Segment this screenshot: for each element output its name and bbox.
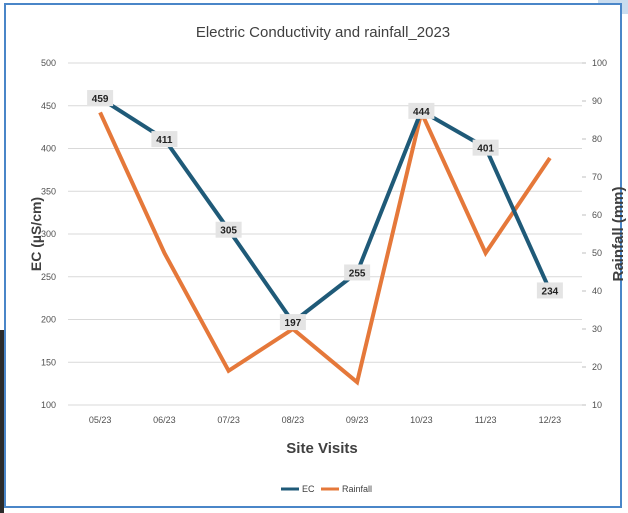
data-label-ec: 234	[536, 282, 563, 299]
y-left-tick-label: 300	[41, 229, 56, 239]
y-right-tick-label: 60	[592, 210, 602, 220]
data-label-ec: 459	[87, 90, 114, 107]
y-left-tick-label: 200	[41, 315, 56, 325]
data-label-text: 444	[413, 107, 430, 118]
data-label-bg	[472, 139, 499, 156]
data-label-ec: 401	[472, 139, 499, 156]
data-label-bg	[87, 90, 114, 107]
y-left-tick-label: 100	[41, 400, 56, 410]
x-tick-label: 09/23	[346, 415, 369, 425]
data-label-text: 401	[477, 144, 494, 155]
data-label-ec: 444	[408, 102, 435, 119]
y-left-tick-label: 250	[41, 272, 56, 282]
x-tick-label: 06/23	[153, 415, 176, 425]
data-labels: 459 411 305 197 255 444 401 234	[87, 90, 563, 331]
data-label-bg	[344, 264, 371, 281]
x-tick-label: 12/23	[539, 415, 562, 425]
left-axis-ticks: 100 150 200 250 300 350 400 450 500	[41, 58, 56, 410]
y-right-tick-label: 100	[592, 58, 607, 68]
y-left-tick-label: 500	[41, 58, 56, 68]
y-left-tick-label: 150	[41, 357, 56, 367]
x-tick-label: 05/23	[89, 415, 112, 425]
left-edge-strip	[0, 330, 4, 513]
data-label-text: 234	[542, 286, 559, 297]
x-tick-label: 08/23	[282, 415, 305, 425]
x-tick-label: 10/23	[410, 415, 433, 425]
data-label-text: 305	[220, 226, 237, 237]
data-label-bg	[536, 282, 563, 299]
data-label-ec: 305	[215, 221, 242, 238]
y-right-tick-label: 80	[592, 134, 602, 144]
y-left-tick-label: 350	[41, 186, 56, 196]
y-right-tick-label: 40	[592, 286, 602, 296]
x-tick-label: 07/23	[217, 415, 240, 425]
data-label-text: 459	[92, 94, 109, 105]
data-label-text: 255	[349, 268, 366, 279]
y-axis-left-title: EC (µS/cm)	[28, 197, 44, 271]
y-right-tick-label: 10	[592, 400, 602, 410]
x-axis-ticks: 05/23 06/23 07/23 08/23 09/23 10/23 11/23 12/23	[89, 415, 561, 425]
y-right-tick-label: 70	[592, 172, 602, 182]
y-left-tick-label: 450	[41, 101, 56, 111]
data-label-ec: 255	[344, 264, 371, 281]
data-label-bg	[279, 314, 306, 331]
data-label-text: 197	[285, 318, 302, 329]
data-label-ec: 197	[279, 314, 306, 331]
legend-rainfall-label: Rainfall	[342, 484, 372, 494]
chart-frame	[4, 3, 622, 508]
x-tick-label: 11/23	[475, 415, 497, 425]
y-right-tick-label: 30	[592, 324, 602, 334]
y-left-tick-label: 400	[41, 144, 56, 154]
legend-ec-label: EC	[302, 484, 315, 494]
y-axis-right-title: Rainfall (mm)	[610, 186, 627, 281]
data-label-bg	[408, 102, 435, 119]
right-axis-ticks: 10 20 30 40 50 60 70 80 90 100	[582, 58, 607, 410]
y-right-tick-label: 90	[592, 96, 602, 106]
data-label-ec: 411	[151, 131, 178, 148]
legend: EC Rainfall	[281, 484, 372, 494]
data-label-bg	[215, 221, 242, 238]
x-axis-title: Site Visits	[286, 440, 357, 457]
data-label-bg	[151, 131, 178, 148]
series-line-rainfall	[98, 106, 552, 386]
data-label-text: 411	[156, 135, 173, 146]
y-right-tick-label: 50	[592, 248, 602, 258]
chart-title: Electric Conductivity and rainfall_2023	[196, 24, 450, 41]
y-right-tick-label: 20	[592, 362, 602, 372]
